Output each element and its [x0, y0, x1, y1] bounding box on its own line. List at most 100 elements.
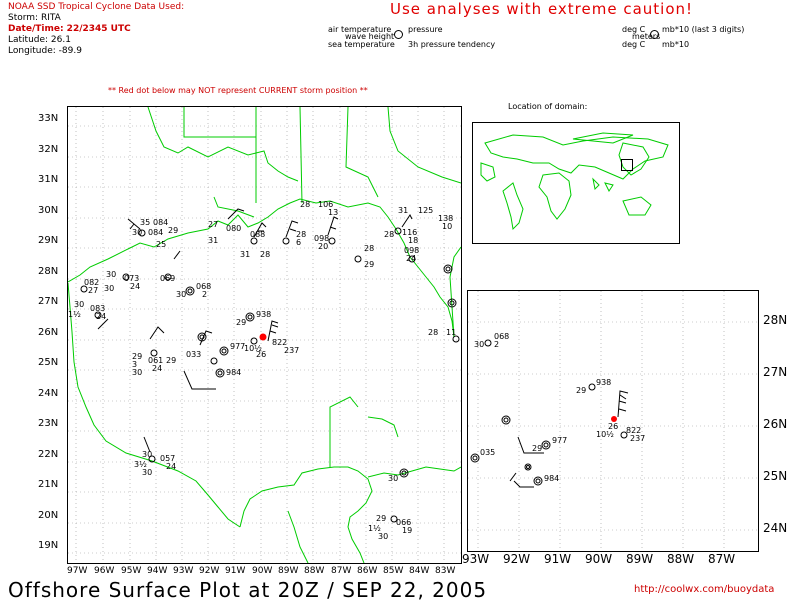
station-label: 28	[428, 328, 438, 337]
legend-unit-mb-last3: mb*10 (last 3 digits)	[662, 25, 745, 34]
legend-pressure-tendency: 3h pressure tendency	[408, 40, 496, 49]
station-label: 2	[202, 290, 207, 299]
zoom-grid-lines	[468, 291, 758, 551]
station-label: 088	[250, 230, 265, 239]
legend-unit-deg-c-sea: deg C	[622, 40, 646, 49]
coastlines	[67, 106, 462, 564]
station-label: 30	[176, 290, 186, 299]
latitude-label: Latitude: 26.1	[8, 35, 71, 45]
zoom-lon-tick-label: 91W	[544, 552, 572, 566]
lon-tick-label: 97W	[67, 566, 88, 576]
station-label: 30	[142, 468, 152, 477]
lon-tick-label: 88W	[304, 566, 325, 576]
page-title: Offshore Surface Plot at 20Z / SEP 22, 2…	[8, 578, 488, 602]
africa-coast	[538, 172, 572, 220]
station-label: 31	[240, 250, 250, 259]
grid-lines	[68, 107, 461, 563]
zoom-map-lon-axis: 93W 92W 91W 90W 89W 88W 87W	[462, 552, 762, 566]
station-label: 29	[532, 444, 542, 453]
lat-tick-label: 20N	[38, 510, 59, 521]
station-label: 116	[402, 228, 417, 237]
state-border	[183, 107, 257, 138]
storm-position-dot	[259, 333, 267, 341]
station-label: 1½	[68, 310, 81, 319]
station-label: 098	[314, 234, 329, 243]
lon-tick-label: 93W	[173, 566, 194, 576]
eurasia-coast	[484, 134, 669, 180]
zoom-wind-barbs	[509, 390, 629, 488]
station-label: 10½	[596, 430, 614, 439]
state-border	[345, 106, 379, 198]
lon-tick-label: 89W	[278, 566, 299, 576]
station-label: 10½	[244, 344, 262, 353]
state-border	[147, 106, 299, 182]
station-label: 10	[442, 222, 452, 231]
zoom-station-markers	[470, 339, 628, 486]
lat-tick-label: 28N	[38, 266, 59, 277]
station-circle-icon	[650, 30, 659, 39]
station-label: 035	[480, 448, 495, 457]
station-label: 069	[160, 274, 175, 283]
station-label: 28	[384, 230, 394, 239]
station-label: 24	[96, 312, 106, 321]
lat-tick-label: 26N	[38, 327, 59, 338]
station-label: 084	[148, 228, 163, 237]
station-label: 082	[84, 278, 99, 287]
station-label: 29	[132, 352, 142, 361]
station-label: 29	[236, 318, 246, 327]
lon-tick-label: 84W	[409, 566, 430, 576]
source-link[interactable]: http://coolwx.com/buoydata	[634, 584, 775, 595]
yucatan-coast	[239, 466, 373, 564]
station-label: 938	[256, 310, 271, 319]
data-source-label: NOAA SSD Tropical Cyclone Data Used:	[8, 2, 185, 12]
station-label: 30	[106, 270, 116, 279]
lon-tick-label: 85W	[383, 566, 404, 576]
state-border	[367, 416, 399, 438]
station-label: 106	[318, 200, 333, 209]
lat-tick-label: 22N	[38, 449, 59, 460]
station-label: 27	[208, 220, 218, 229]
legend-unit-meters: meters	[632, 32, 661, 41]
legend-air-temperature: air temperature	[328, 25, 392, 34]
station-label: 24	[130, 282, 140, 291]
station-label: 24	[406, 254, 416, 263]
station-label: 984	[544, 474, 559, 483]
state-border	[387, 106, 462, 184]
storm-name-label: Storm: RITA	[8, 13, 61, 23]
station-label: 24	[166, 462, 176, 471]
station-label: 35	[140, 218, 150, 227]
station-label: 822	[626, 426, 641, 435]
lon-tick-label: 94W	[147, 566, 168, 576]
station-label: 13	[328, 208, 338, 217]
station-label: 30	[104, 284, 114, 293]
lat-tick-label: 25N	[38, 357, 59, 368]
florida-coast	[449, 246, 462, 338]
station-label: 080	[226, 224, 241, 233]
station-label: 068	[196, 282, 211, 291]
zoom-lat-tick-label: 28N	[763, 313, 788, 327]
datetime-label: Date/Time: 22/2345 UTC	[8, 24, 131, 34]
zoom-lon-tick-label: 89W	[626, 552, 654, 566]
lat-tick-label: 21N	[38, 479, 59, 490]
lon-tick-label: 91W	[225, 566, 246, 576]
station-label: 19	[402, 526, 412, 535]
zoom-lon-tick-label: 92W	[503, 552, 531, 566]
lat-tick-label: 24N	[38, 388, 59, 399]
station-label: 098	[404, 246, 419, 255]
station-label: 30	[474, 340, 484, 349]
station-label: 237	[630, 434, 645, 443]
station-label: 061	[148, 356, 163, 365]
station-label: 125	[418, 206, 433, 215]
station-label: 29	[364, 260, 374, 269]
world-map-graphic	[480, 132, 669, 231]
lon-tick-label: 83W	[435, 566, 456, 576]
wind-barbs	[97, 208, 413, 453]
legend-sea-temperature: sea temperature	[328, 40, 395, 49]
station-label: 28	[300, 200, 310, 209]
station-label: 083	[90, 304, 105, 313]
zoom-lat-tick-label: 24N	[763, 521, 788, 535]
mexico-coast	[67, 282, 241, 528]
station-label: 26	[608, 422, 618, 431]
inset-title: Location of domain:	[508, 102, 588, 111]
state-border	[329, 396, 359, 467]
